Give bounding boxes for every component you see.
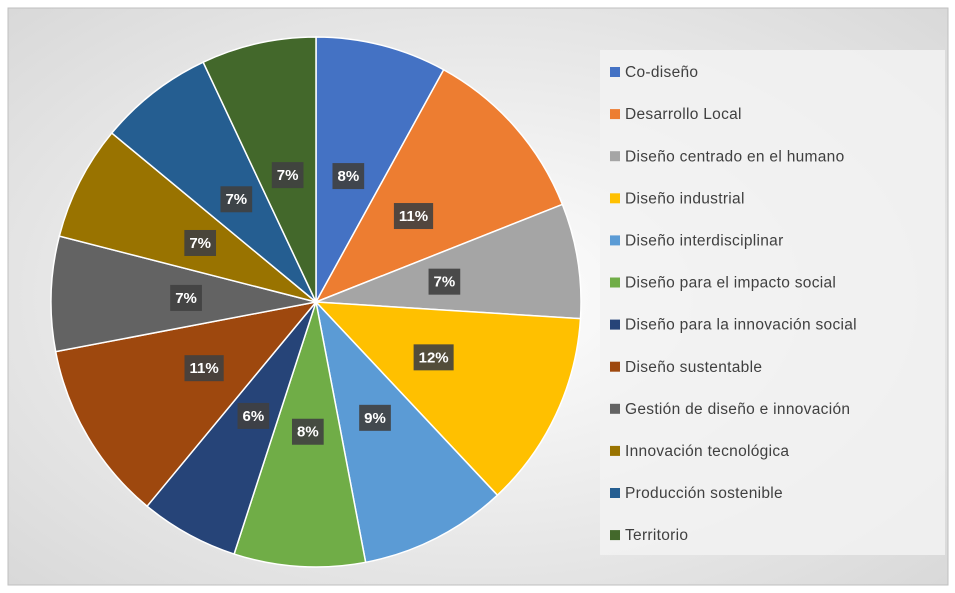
legend-swatch <box>610 67 620 77</box>
data-label-box <box>428 268 461 295</box>
data-label-box <box>271 162 304 189</box>
pie-slice <box>314 299 499 564</box>
data-label-box <box>332 163 365 190</box>
legend-label: Diseño para la innovación social <box>625 317 857 334</box>
pie-slice <box>314 301 582 497</box>
legend-box <box>600 50 945 555</box>
legend-swatch <box>610 403 620 414</box>
data-label-box <box>393 203 434 230</box>
pie-slice <box>315 36 445 303</box>
legend-swatch <box>610 109 620 120</box>
data-label-box <box>184 355 224 382</box>
legend-label: Desarrollo Local <box>625 106 742 123</box>
legend-label: Diseño para el impacto social <box>625 275 836 292</box>
data-label: 11% <box>190 360 219 377</box>
data-label: 12% <box>419 349 449 366</box>
legend-swatch <box>610 193 620 204</box>
legend-swatch <box>610 488 620 498</box>
legend-label: Territorio <box>625 527 688 544</box>
legend-label: Innovación tecnológica <box>625 443 789 460</box>
data-label: 8% <box>297 424 319 441</box>
data-label-box <box>220 186 253 213</box>
legend-label: Diseño interdisciplinar <box>625 232 784 249</box>
legend-label: Gestión de diseño e innovación <box>625 401 850 418</box>
legend-label: Diseño centrado en el humano <box>625 148 845 165</box>
legend-label: Diseño industrial <box>625 190 745 207</box>
data-label: 7% <box>277 167 299 184</box>
pie-slice <box>54 300 318 508</box>
legend-label: Producción sostenible <box>625 485 783 502</box>
legend-swatch <box>610 235 620 246</box>
data-label: 6% <box>243 408 265 425</box>
data-label: 7% <box>175 290 197 307</box>
pie-slice <box>110 61 317 303</box>
data-label-box <box>237 402 270 429</box>
data-label: 8% <box>337 168 359 185</box>
data-label-box <box>184 229 217 256</box>
legend-swatch <box>610 445 620 456</box>
legend-label: Co-diseño <box>625 64 698 81</box>
pie-slice <box>315 203 582 320</box>
legend-swatch <box>610 277 620 288</box>
legend-label: Diseño sustentable <box>625 359 762 376</box>
legend-swatch <box>610 361 620 372</box>
data-label: 9% <box>364 410 386 427</box>
data-label: 11% <box>399 208 428 225</box>
pie-slice <box>314 68 564 304</box>
pie-slice <box>202 36 317 303</box>
data-label: 7% <box>434 274 456 291</box>
legend-swatch <box>610 319 620 330</box>
data-label-box <box>359 404 391 431</box>
data-label: 7% <box>225 191 247 208</box>
legend-swatch <box>610 151 620 162</box>
data-label-box <box>170 284 202 311</box>
data-label-box <box>413 344 454 371</box>
data-label-box <box>291 418 324 445</box>
pie-slice <box>58 132 317 303</box>
legend-swatch <box>610 530 620 541</box>
data-label: 7% <box>189 235 211 252</box>
